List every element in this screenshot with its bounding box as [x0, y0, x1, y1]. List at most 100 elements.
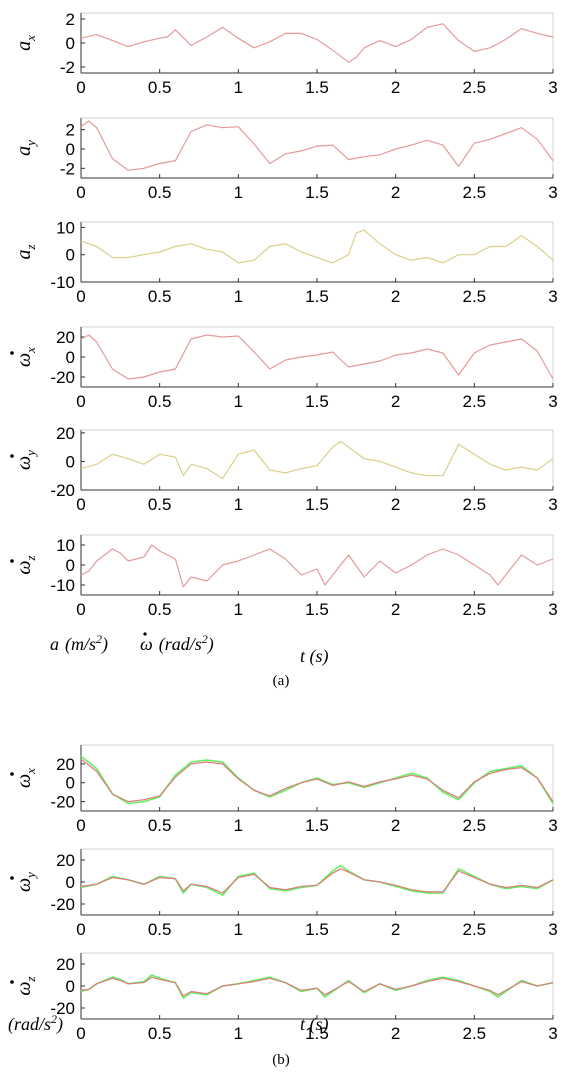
x-tick-label: 1.5 — [305, 600, 329, 619]
y-tick-label: 20 — [56, 851, 75, 870]
x-tick-label: 2.5 — [463, 183, 487, 202]
y-axis-label: az — [13, 244, 38, 259]
x-tick-label: 3 — [548, 1024, 557, 1043]
y-tick-label: -2 — [60, 58, 75, 77]
series-line-1 — [81, 121, 553, 170]
x-tick-label: 1 — [234, 287, 243, 306]
x-tick-label: 2 — [391, 600, 400, 619]
x-tick-label: 1.5 — [305, 287, 329, 306]
y-tick-label: -20 — [50, 793, 75, 812]
xlabel-a: t (s) — [300, 646, 329, 667]
y-tick-label: 0 — [66, 452, 75, 471]
x-tick-label: 3 — [548, 78, 557, 97]
y-tick-label: -20 — [50, 895, 75, 914]
y-axis-label: ωy — [13, 872, 38, 892]
x-tick-label: 2.5 — [463, 495, 487, 514]
x-tick-label: 3 — [548, 183, 557, 202]
gyro-unit-note-b: (rad/s2) — [8, 1012, 63, 1035]
x-tick-label: 0 — [76, 183, 85, 202]
derivative-dot — [10, 772, 14, 776]
x-tick-label: 0 — [76, 78, 85, 97]
x-tick-label: 0 — [76, 816, 85, 835]
y-tick-label: -10 — [50, 273, 75, 292]
series-line-1 — [81, 335, 553, 379]
xlabel-b: t (s) — [300, 1014, 329, 1035]
plot-frame — [81, 849, 553, 915]
x-tick-label: 0.5 — [148, 78, 172, 97]
derivative-dot — [10, 351, 14, 355]
x-tick-label: 2 — [391, 183, 400, 202]
x-tick-label: 0.5 — [148, 392, 172, 411]
series-line-1 — [81, 545, 553, 587]
gyro-unit-note: ω (rad/s2) — [140, 632, 214, 655]
y-tick-label: -10 — [50, 576, 75, 595]
plot-frame — [81, 13, 553, 73]
y-tick-label: -2 — [60, 159, 75, 178]
x-tick-label: 2 — [391, 816, 400, 835]
x-tick-label: 1.5 — [305, 78, 329, 97]
accel-unit-note: a (m/s2) — [50, 632, 108, 655]
x-tick-label: 0 — [76, 287, 85, 306]
y-axis-label: ωx — [13, 347, 38, 367]
x-tick-label: 2.5 — [463, 78, 487, 97]
x-tick-label: 2.5 — [463, 1024, 487, 1043]
y-tick-label: 20 — [56, 755, 75, 774]
x-tick-label: 1 — [234, 816, 243, 835]
y-tick-label: 0 — [66, 34, 75, 53]
x-tick-label: 2.5 — [463, 816, 487, 835]
x-tick-label: 2 — [391, 920, 400, 939]
y-axis-label: ax — [13, 35, 38, 51]
y-tick-label: 20 — [56, 955, 75, 974]
x-tick-label: 3 — [548, 920, 557, 939]
series-line-2 — [81, 869, 553, 893]
x-tick-label: 3 — [548, 392, 557, 411]
x-tick-label: 0.5 — [148, 920, 172, 939]
y-tick-label: 0 — [66, 246, 75, 265]
x-tick-label: 2.5 — [463, 600, 487, 619]
x-tick-label: 2.5 — [463, 392, 487, 411]
x-tick-label: 0.5 — [148, 183, 172, 202]
x-tick-label: 1 — [234, 920, 243, 939]
x-tick-label: 1 — [234, 183, 243, 202]
y-axis-label: ωz — [13, 555, 38, 574]
derivative-dot — [10, 559, 14, 563]
x-tick-label: 2 — [391, 1024, 400, 1043]
x-tick-label: 0.5 — [148, 287, 172, 306]
y-tick-label: 0 — [66, 873, 75, 892]
series-line-2 — [81, 759, 553, 802]
y-axis-label: ay — [13, 140, 38, 156]
y-tick-label: 0 — [66, 348, 75, 367]
x-tick-label: 1.5 — [305, 392, 329, 411]
series-line-1 — [81, 975, 553, 998]
plot-frame — [81, 953, 553, 1019]
x-tick-label: 2.5 — [463, 920, 487, 939]
y-tick-label: 0 — [66, 140, 75, 159]
x-tick-label: 1 — [234, 495, 243, 514]
x-tick-label: 1 — [234, 78, 243, 97]
x-tick-label: 0 — [76, 392, 85, 411]
caption-a: (a) — [273, 673, 290, 689]
y-tick-label: 2 — [66, 121, 75, 140]
y-axis-label: ωx — [13, 768, 38, 788]
x-tick-label: 3 — [548, 287, 557, 306]
derivative-dot — [10, 876, 14, 880]
x-tick-label: 3 — [548, 600, 557, 619]
x-tick-label: 0 — [76, 1024, 85, 1043]
x-tick-label: 0 — [76, 495, 85, 514]
y-tick-label: 2 — [66, 10, 75, 29]
x-tick-label: 2.5 — [463, 287, 487, 306]
x-tick-label: 0 — [76, 920, 85, 939]
derivative-dot — [10, 980, 14, 984]
y-tick-label: -20 — [50, 368, 75, 387]
x-tick-label: 0.5 — [148, 495, 172, 514]
y-axis-label: ωz — [13, 976, 38, 995]
x-tick-label: 0.5 — [148, 816, 172, 835]
y-tick-label: -20 — [50, 481, 75, 500]
